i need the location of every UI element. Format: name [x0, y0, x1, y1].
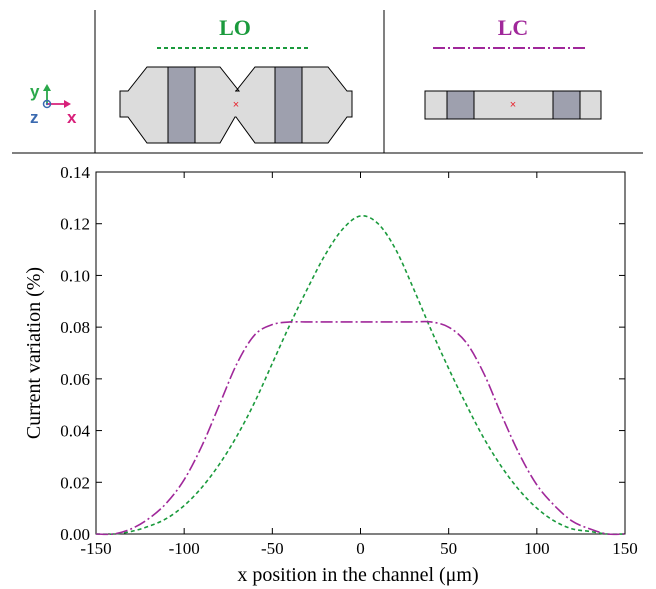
lo-label: LO	[219, 15, 251, 40]
z-axis-letter: z	[30, 108, 39, 127]
z-axis-circle	[42, 99, 52, 109]
lc-label: LC	[498, 15, 529, 40]
y-tick-label-3: 0.06	[60, 370, 90, 389]
y-tick-label-5: 0.10	[60, 266, 90, 285]
lc-electrode-left	[446, 90, 475, 120]
lc-panel: LC ×	[424, 15, 602, 120]
plot-frame	[95, 171, 626, 535]
x-tick-label-2: -50	[261, 539, 284, 558]
y-axis-arrowhead	[43, 84, 51, 91]
x-tick-label-5: 100	[524, 539, 550, 558]
inset-schematic: y z x LO × LC ×	[12, 10, 643, 154]
y-tick-label-2: 0.04	[60, 422, 90, 441]
lo-center-marker: ×	[233, 99, 239, 111]
x-tick-label-4: 50	[440, 539, 457, 558]
series-line-lc	[95, 320, 626, 536]
y-axis-letter: y	[30, 82, 40, 101]
lc-electrode-right	[552, 90, 581, 120]
line-chart: -150 -100 -50 0 50 100 150 0.000.020.040.060.0…	[23, 163, 638, 586]
x-tick-label-0: -150	[80, 539, 111, 558]
x-axis-ticks: -150 -100 -50 0 50 100 150	[80, 172, 638, 558]
x-axis-arrowhead	[64, 100, 71, 108]
series-lines	[95, 215, 626, 536]
x-axis-title: x position in the channel (μm)	[237, 564, 478, 586]
y-tick-label-7: 0.14	[60, 163, 90, 182]
lo-electrode-left	[167, 66, 196, 144]
y-axis-title: Current variation (%)	[23, 267, 45, 439]
y-tick-label-0: 0.00	[60, 525, 90, 544]
coordinate-axes-icon: y z x	[30, 82, 77, 127]
z-axis-dot	[45, 102, 49, 106]
y-tick-label-4: 0.08	[60, 318, 90, 337]
lo-electrode-right	[274, 66, 303, 144]
lo-panel: LO ×	[119, 15, 353, 144]
x-tick-label-1: -100	[169, 539, 200, 558]
y-tick-label-6: 0.12	[60, 215, 90, 234]
x-tick-label-6: 150	[612, 539, 638, 558]
series-line-lo	[95, 215, 626, 535]
y-axis-ticks: 0.00 0.02 0.04 0.06 0.08 0.10 0.12 0.14	[60, 163, 625, 544]
y-tick-label-1: 0.02	[60, 473, 90, 492]
x-tick-label-3: 0	[356, 539, 365, 558]
lc-center-marker: ×	[510, 99, 516, 111]
x-axis-letter: x	[67, 108, 77, 127]
